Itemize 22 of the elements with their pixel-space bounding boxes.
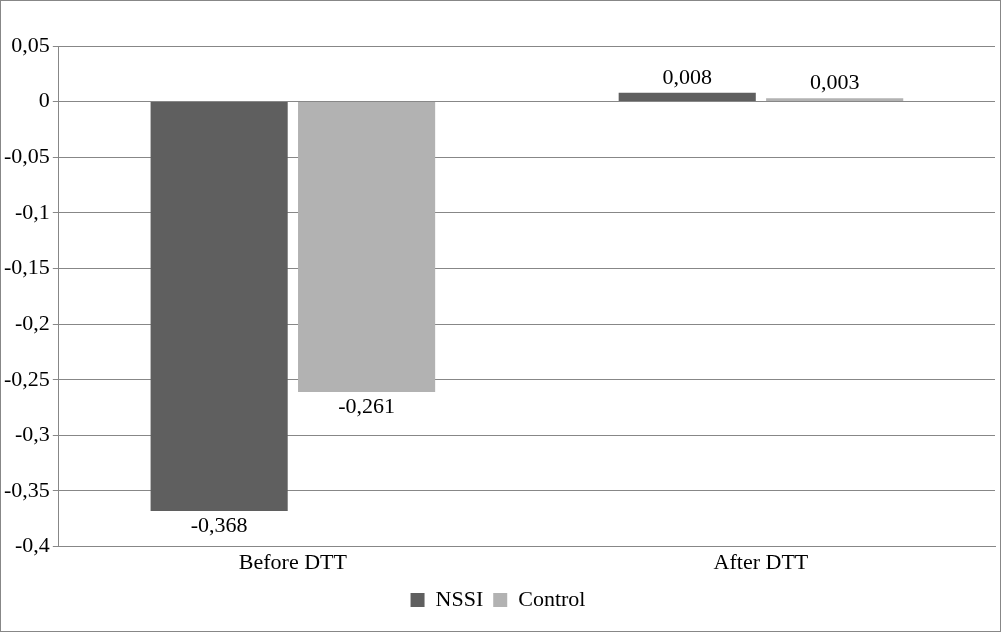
data-label: 0,008 [662, 63, 712, 89]
y-tick-label: -0,15 [4, 254, 50, 280]
y-tick-label: -0,2 [15, 309, 50, 335]
y-tick-label: -0,1 [15, 198, 50, 224]
y-tick-label: -0,3 [15, 421, 50, 447]
data-label: -0,261 [338, 392, 396, 418]
bar [618, 92, 756, 102]
y-tick-label: -0,25 [4, 365, 50, 391]
y-tick-label: 0 [38, 87, 50, 113]
legend-label: Control [518, 585, 586, 611]
data-label: 0,003 [809, 69, 860, 95]
data-label: -0,368 [190, 511, 248, 537]
bar [150, 102, 288, 511]
bar [298, 102, 436, 392]
legend-label: NSSI [435, 585, 484, 611]
y-tick-label: -0,35 [4, 476, 50, 502]
y-tick-label: -0,4 [15, 532, 50, 558]
bar [766, 98, 904, 102]
x-tick-label: Before DTT [238, 548, 348, 574]
x-tick-label: After DTT [713, 548, 809, 574]
y-tick-label: 0,05 [11, 31, 50, 57]
y-tick-label: -0,05 [4, 143, 50, 169]
